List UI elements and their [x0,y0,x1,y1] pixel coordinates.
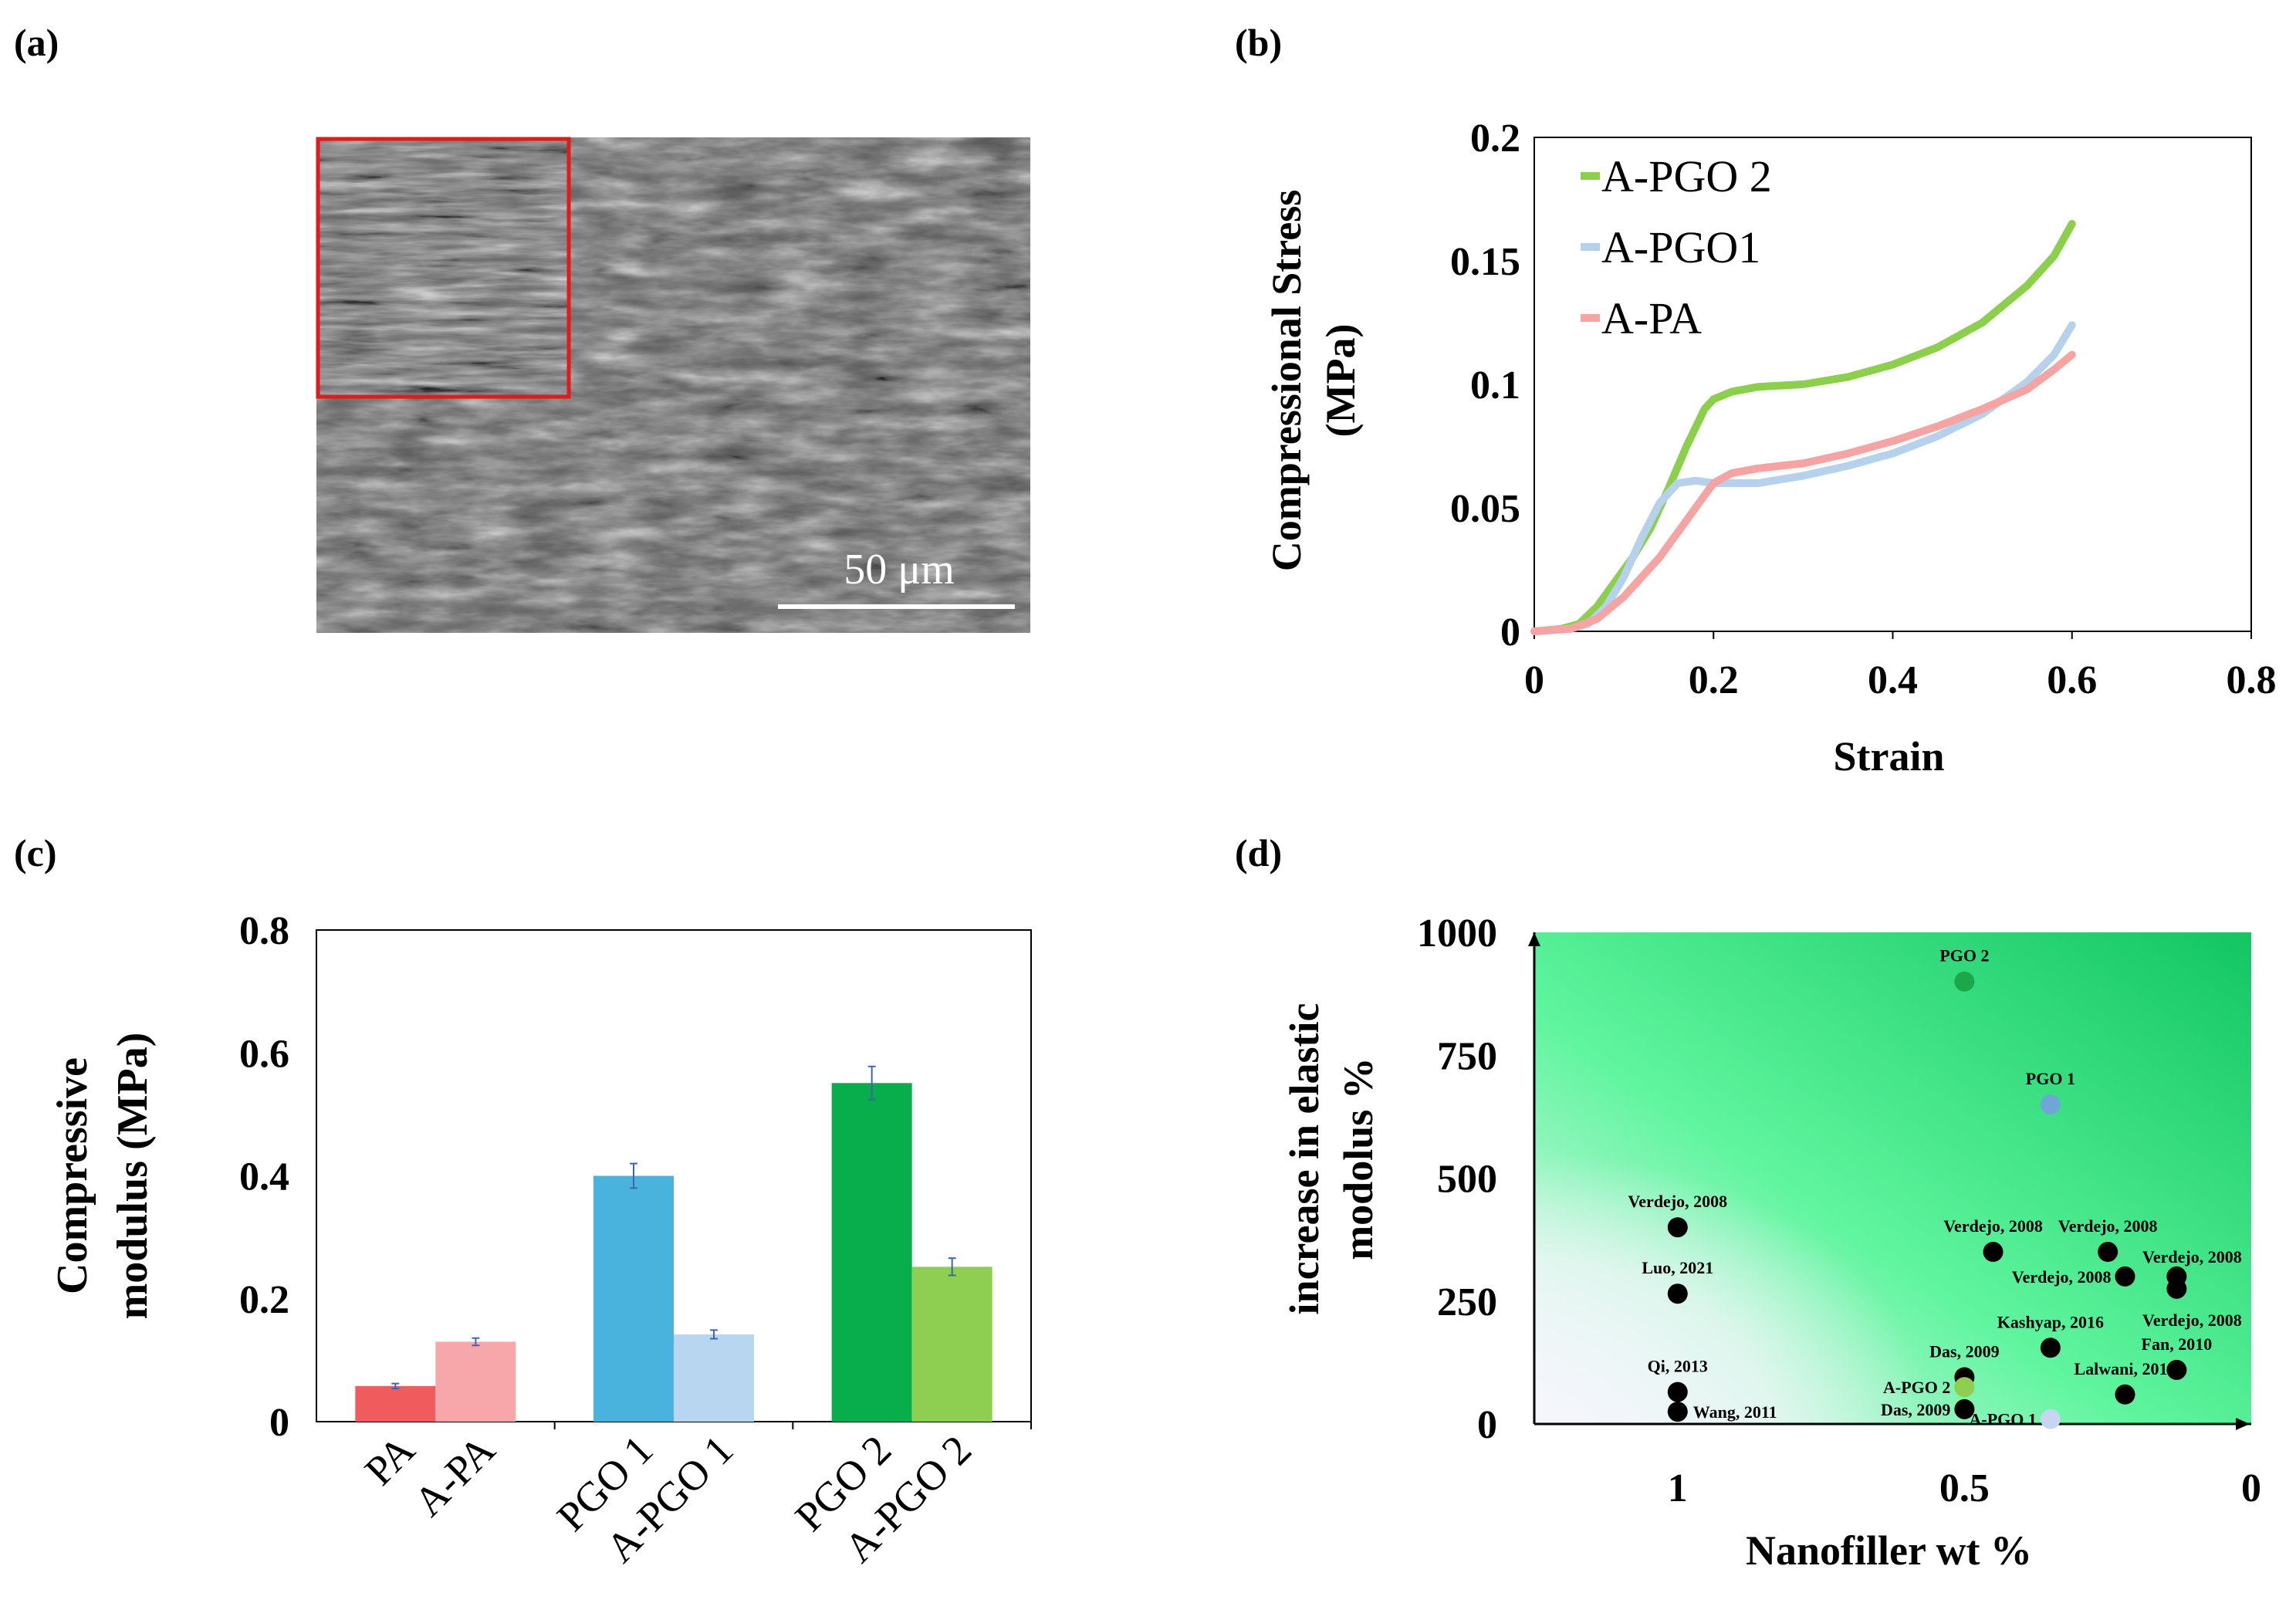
x-axis-label: Strain [1833,733,1944,780]
data-point [1954,1377,1975,1398]
data-point-label: Verdejo, 2008 [2142,1311,2242,1330]
data-point-label: Luo, 2021 [1642,1258,1713,1277]
bar-pgo-2 [831,1083,912,1422]
x-tick-label: 0.5 [1939,1466,1990,1510]
y-tick-label: 0.2 [1470,117,1520,161]
data-point [1983,1242,2004,1263]
legend-label: A-PGO 2 [1601,151,1772,201]
plot-area [1533,137,2252,632]
data-point-label: PGO 2 [1939,946,1989,966]
y-tick-label: 0.15 [1450,240,1520,284]
data-point [1667,1217,1688,1238]
y-tick-label: 0.8 [239,909,289,953]
data-point-label: Lalwani, 2013 [2074,1359,2176,1378]
panel-label-b: (b) [1235,21,1282,64]
y-axis-arrow [1528,932,1540,946]
data-point [2115,1266,2135,1287]
y-tick-label: 0.2 [239,1278,289,1322]
data-point-label: PGO 1 [2026,1069,2075,1088]
x-tick-label: 0.2 [1689,658,1739,702]
data-point-label: Verdejo, 2008 [2012,1267,2112,1287]
data-point [1667,1382,1688,1402]
data-point-label: Verdejo, 2008 [1943,1216,2043,1236]
data-point-label: A-PGO 1 [1969,1410,2036,1429]
data-point [1954,971,1975,992]
panel-label-c: (c) [14,831,57,874]
x-tick-label: 0 [1524,658,1544,702]
data-point-label: Qi, 2013 [1648,1357,1708,1376]
scale-bar-label: 50 μm [844,546,955,594]
data-point [2115,1384,2135,1405]
strain-stress-chart: 0 0.05 0.1 0.15 0.2 0 0.2 0.4 0.6 0.8 Strain Compre… [1263,117,2277,780]
data-point-label: Das, 2009 [1929,1341,1999,1361]
bar-a-pgo-2 [911,1267,992,1422]
data-point [1667,1402,1688,1422]
legend-label: A-PGO1 [1601,222,1760,272]
data-point [2166,1278,2187,1299]
elastic-modulus-scatter: 0 250 500 750 1000 1 0.5 0 Nanofiller wt % increa… [1281,911,2261,1574]
y-tick-label: 0.6 [239,1032,289,1076]
data-point [1667,1283,1688,1304]
plot-background-fade [1534,932,2251,1424]
x-tick-label: 1 [1668,1466,1688,1510]
y-tick-label: 0.1 [1470,364,1520,408]
y-tick-label: 0 [1500,610,1520,654]
data-point-label: Das, 2009 [1881,1400,1950,1419]
data-point-label: A-PGO 2 [1883,1378,1950,1397]
y-tick-label: 0 [269,1401,289,1445]
sem-image: 50 μm [316,137,1030,633]
data-point [2166,1359,2187,1380]
x-tick-label: 0 [2241,1466,2261,1510]
y-tick-label: 0 [1477,1403,1497,1447]
bar-pa [355,1385,436,1422]
x-tick-label: 0.6 [2047,658,2097,702]
legend-label: A-PA [1601,293,1702,343]
data-point [2040,1409,2061,1429]
data-point-label: Verdejo, 2008 [2142,1247,2242,1267]
y-tick-label: 0.05 [1450,487,1520,531]
bar-pgo-1 [593,1175,674,1422]
x-tick-label: A-PA [405,1426,504,1525]
y-axis-label: modulus (MPa) [109,1033,157,1320]
y-axis-label: increase in elastic [1281,1003,1327,1315]
data-point [2098,1242,2118,1263]
y-axis-label: Compressive [49,1057,96,1294]
data-point [1954,1398,1975,1419]
x-tick-label: 0.8 [2227,658,2277,702]
bar-a-pgo-1 [674,1334,754,1422]
series-line-1 [1530,220,2076,635]
bar-a-pa [435,1341,516,1422]
x-axis-label: Nanofiller wt % [1746,1527,2032,1574]
series-line-3 [1530,350,2076,635]
data-point [2040,1338,2061,1358]
y-axis-label: (MPa) [1317,324,1364,438]
y-tick-label: 1000 [1417,911,1497,955]
x-tick-label: 0.4 [1868,658,1918,702]
y-tick-label: 0.4 [239,1155,289,1199]
data-point-label: Verdejo, 2008 [2058,1216,2158,1236]
data-point-label: Fan, 2010 [2142,1334,2213,1354]
data-point-label: Verdejo, 2008 [1628,1192,1727,1211]
y-tick-label: 750 [1437,1034,1497,1078]
y-tick-label: 500 [1437,1158,1497,1202]
sem-inset [316,137,571,399]
data-point [2040,1094,2061,1114]
y-axis-label: Compressional Stress [1263,190,1310,572]
data-point-label: Wang, 2011 [1693,1402,1777,1422]
x-axis-arrow [2236,1418,2250,1430]
panel-label-a: (a) [14,21,59,64]
data-point-label: Kashyap, 2016 [1997,1312,2104,1331]
panel-label-d: (d) [1235,831,1282,874]
y-tick-label: 250 [1437,1280,1497,1324]
y-axis-label: modolus % [1335,1057,1381,1260]
